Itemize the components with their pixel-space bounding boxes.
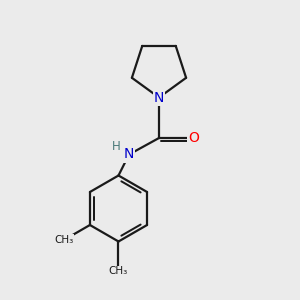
Text: O: O	[188, 131, 199, 145]
Text: CH₃: CH₃	[54, 235, 74, 245]
Text: H: H	[112, 140, 121, 153]
Text: N: N	[124, 148, 134, 161]
Text: CH₃: CH₃	[109, 266, 128, 277]
Text: N: N	[154, 91, 164, 104]
